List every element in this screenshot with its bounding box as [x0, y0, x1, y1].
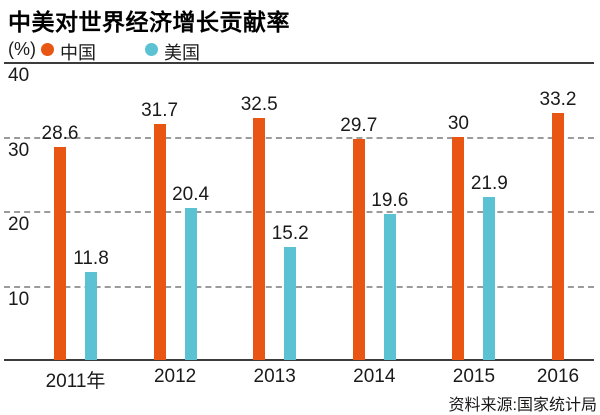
x-tick-label-2015: 2015	[452, 366, 496, 387]
gridline-30	[4, 136, 594, 139]
gridline-10	[4, 285, 594, 288]
legend-dot-us-icon	[145, 43, 158, 56]
bar-value-label-中国-2013: 32.5	[240, 93, 278, 115]
x-tick-label-2011年: 2011年	[45, 371, 106, 392]
bar-中国-2014	[352, 138, 365, 360]
legend-label-china: 中国	[60, 43, 96, 63]
bar-美国-2015	[483, 196, 496, 360]
bar-中国-2016	[552, 112, 564, 360]
bar-value-label-美国-2011年: 11.8	[73, 248, 109, 270]
bar-中国-2015	[452, 136, 465, 360]
bar-美国-2012	[184, 208, 197, 360]
bar-value-label-中国-2014: 29.7	[340, 114, 378, 136]
bar-中国-2013	[253, 117, 266, 360]
chart-legend: (%) 中国 美国	[0, 38, 600, 63]
bar-美国-2011年	[85, 272, 97, 360]
bar-中国-2011年	[54, 146, 66, 360]
chart-title: 中美对世界经济增长贡献率	[8, 9, 290, 35]
bar-value-label-美国-2012: 20.4	[172, 184, 210, 206]
y-tick-label-40: 40	[8, 65, 30, 86]
bar-美国-2014	[383, 213, 396, 360]
x-tick-label-2012: 2012	[153, 366, 197, 387]
y-tick-label-20: 20	[8, 214, 30, 235]
bar-value-label-中国-2011年: 28.6	[41, 122, 79, 144]
y-tick-label-10: 10	[8, 288, 30, 310]
x-axis-baseline	[4, 359, 594, 361]
unit-label: (%)	[8, 39, 36, 59]
bar-value-label-美国-2014: 19.6	[371, 189, 409, 211]
x-tick-label-2014: 2014	[353, 366, 396, 387]
top-axis-line-40	[4, 62, 594, 64]
source-note: 资料来源:国家统计局	[448, 397, 597, 414]
bar-value-label-中国-2012: 31.7	[141, 99, 179, 121]
bar-value-label-美国-2013: 15.2	[271, 222, 309, 244]
legend-dot-china-icon	[41, 43, 54, 56]
bar-value-label-中国-2015: 30	[447, 112, 469, 134]
legend-label-us: 美国	[164, 43, 200, 63]
bar-中国-2012	[153, 123, 166, 360]
bar-value-label-中国-2016: 33.2	[539, 88, 577, 110]
y-tick-label-30: 30	[8, 139, 30, 161]
bar-value-label-美国-2015: 21.9	[470, 172, 508, 194]
x-tick-label-2016: 2016	[536, 366, 580, 387]
gridline-20	[4, 211, 594, 213]
bar-美国-2013	[284, 246, 297, 360]
x-tick-label-2013: 2013	[253, 366, 296, 387]
